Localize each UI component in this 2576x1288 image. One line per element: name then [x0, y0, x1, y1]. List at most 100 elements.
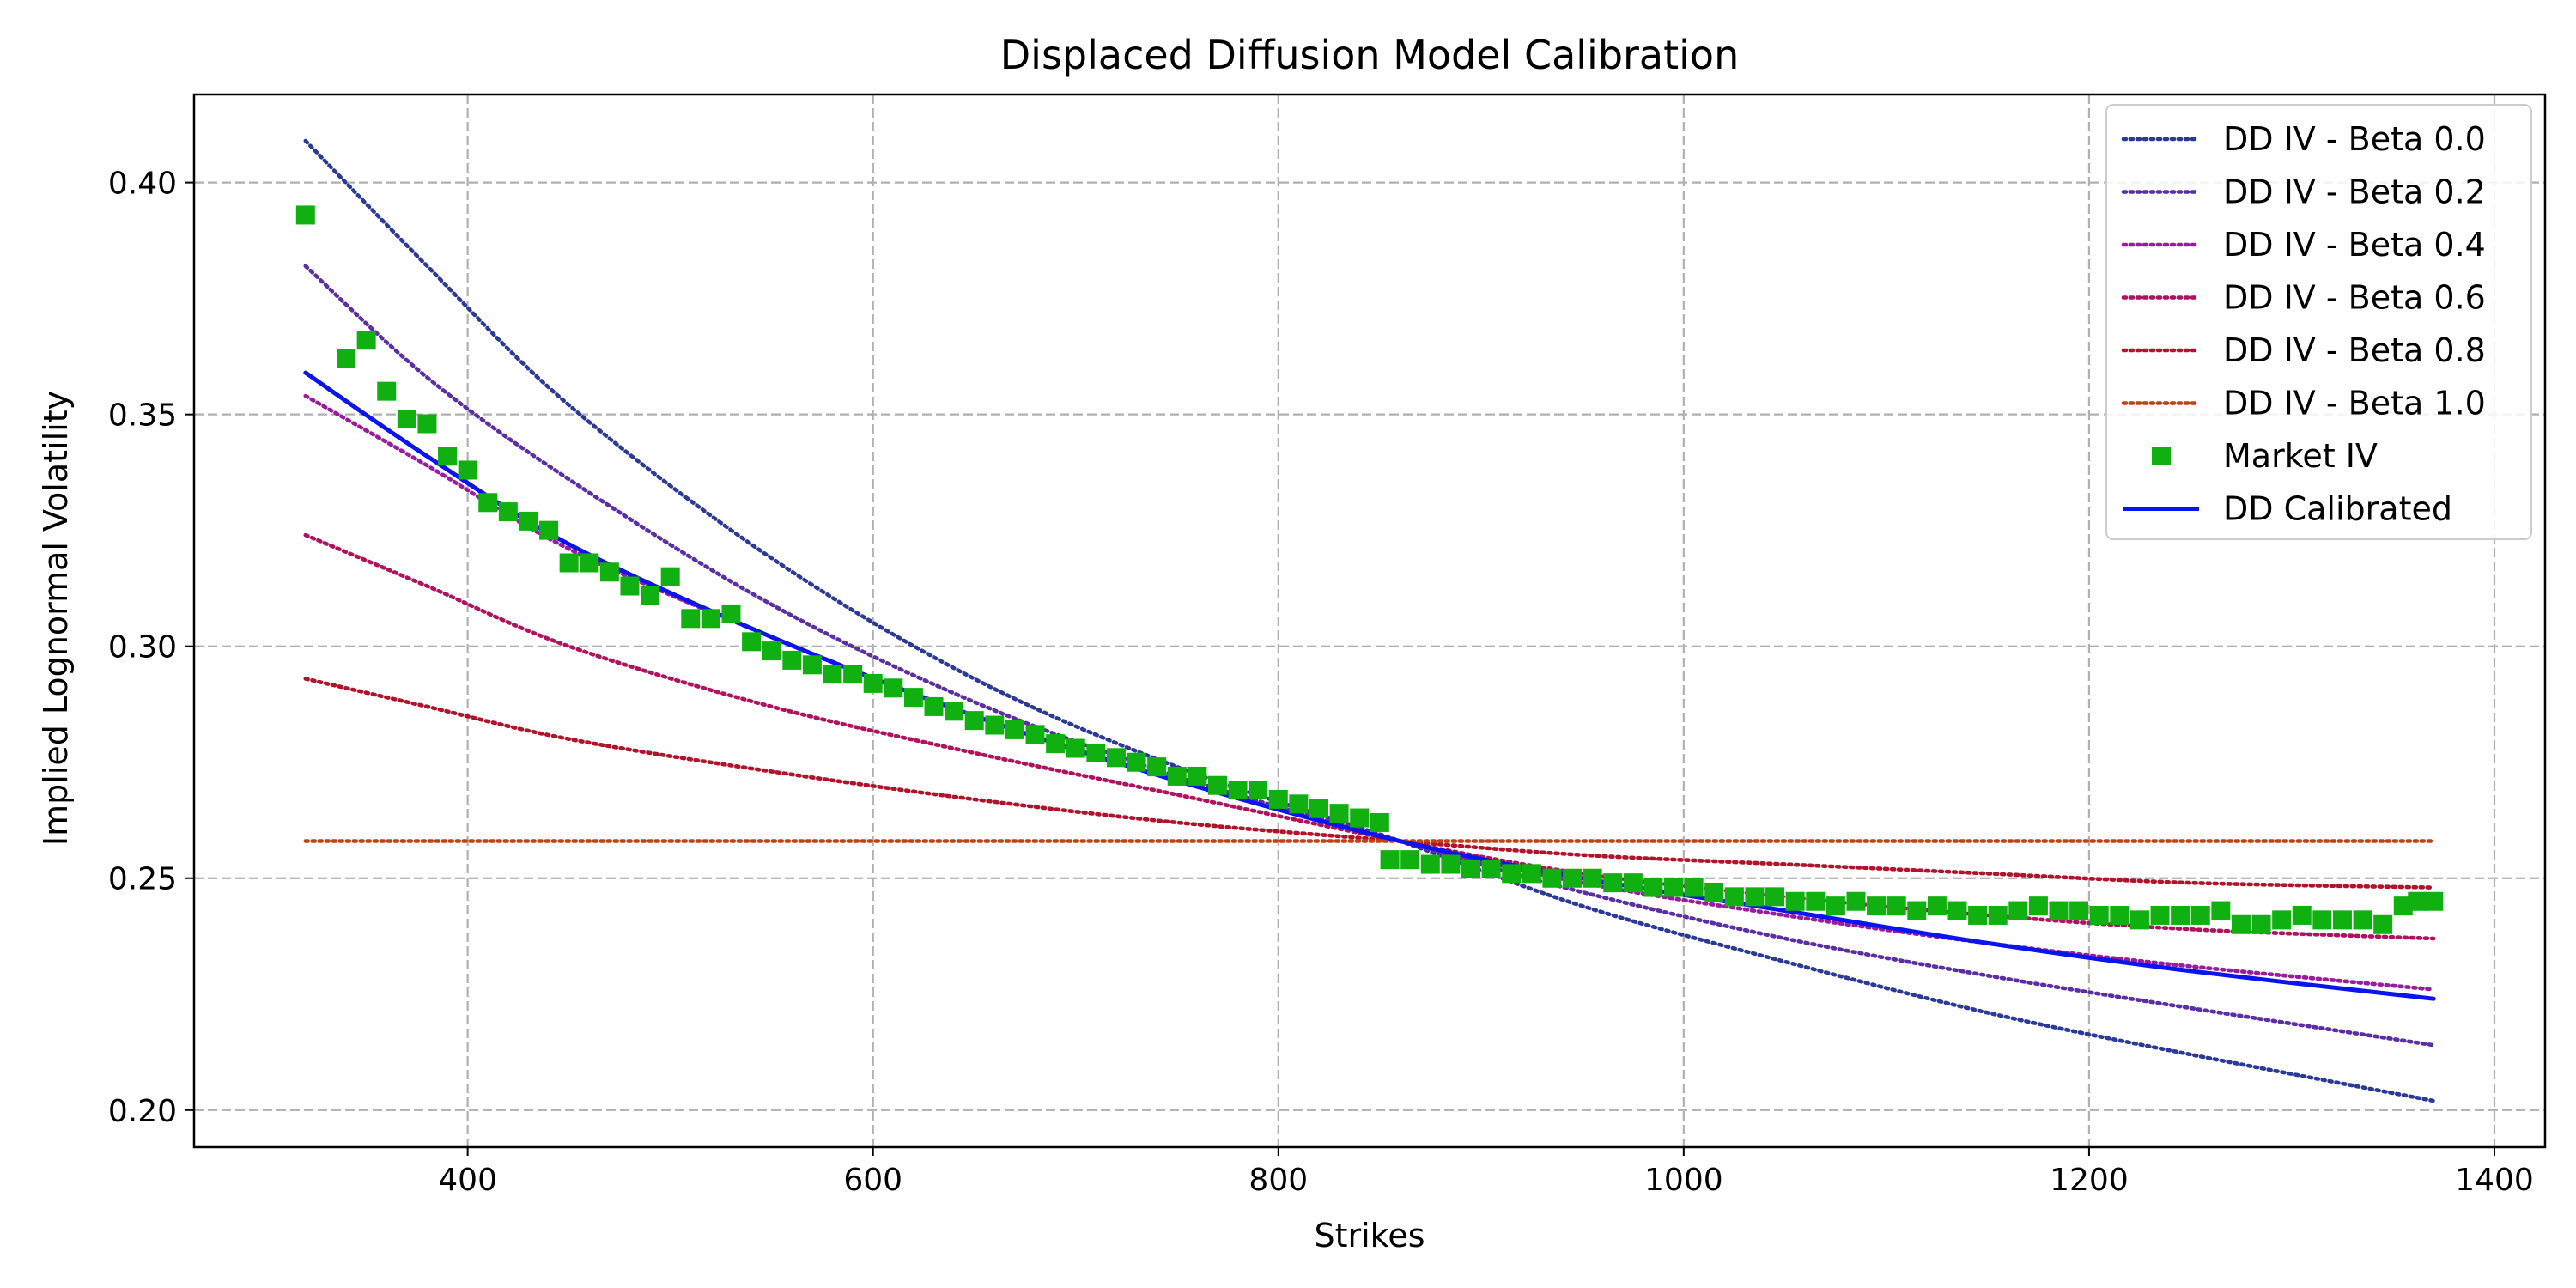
market-iv-point [1907, 901, 1927, 920]
x-tick-label: 800 [1249, 1163, 1308, 1198]
market-iv-point [458, 460, 477, 480]
market-iv-point [660, 567, 680, 586]
y-tick-label: 0.30 [108, 630, 177, 665]
market-iv-point [782, 650, 802, 670]
legend-label: DD IV - Beta 0.2 [2223, 173, 2486, 211]
market-iv-point [295, 205, 315, 225]
market-iv-point [884, 678, 903, 698]
market-iv-point [1886, 896, 1906, 916]
market-iv-point [1664, 878, 1684, 897]
market-iv-point [377, 381, 397, 401]
market-iv-point [964, 711, 984, 731]
market-iv-point [823, 665, 842, 684]
legend-label: DD Calibrated [2223, 490, 2452, 528]
market-iv-point [2332, 910, 2352, 930]
market-iv-point [1329, 804, 1349, 823]
market-iv-point [337, 349, 356, 368]
market-iv-point [1846, 891, 1866, 911]
y-tick-label: 0.20 [108, 1094, 177, 1129]
market-iv-point [620, 576, 640, 596]
x-tick-label: 1200 [2050, 1163, 2129, 1198]
axis-ticks: 400 600 800 1000 1200 1400 0.20 0.25 0.30 0.35 0.4… [108, 167, 2534, 1198]
market-iv-point [945, 702, 964, 721]
market-iv-point [1167, 766, 1187, 786]
market-iv-point [2292, 905, 2312, 925]
market-iv-point [1684, 878, 1704, 897]
y-axis-label: Implied Lognormal Volatility [37, 391, 75, 846]
market-iv-point [1968, 905, 1988, 925]
market-iv-point [1268, 789, 1288, 809]
market-iv-point [2171, 905, 2190, 925]
legend-label: DD IV - Beta 1.0 [2223, 385, 2486, 422]
market-iv-point [2393, 896, 2413, 916]
market-iv-point [1643, 878, 1663, 897]
market-iv-point [1765, 887, 1785, 907]
market-iv-point [1481, 859, 1501, 878]
market-iv-point [397, 410, 416, 429]
market-iv-point [1188, 766, 1207, 786]
market-iv-point [417, 414, 437, 434]
market-iv-point [641, 586, 660, 605]
y-tick-label: 0.35 [108, 398, 177, 434]
x-tick-label: 1400 [2455, 1163, 2534, 1198]
market-iv-point [1207, 775, 1227, 795]
market-iv-point [1461, 859, 1481, 878]
legend-label: DD IV - Beta 0.6 [2223, 279, 2486, 317]
market-iv-point [1066, 738, 1085, 758]
market-iv-point [1522, 864, 1541, 884]
market-iv-point [1623, 873, 1643, 893]
market-iv-point [1127, 752, 1146, 772]
market-iv-point [2312, 910, 2332, 930]
market-iv-point [1380, 850, 1400, 870]
market-iv-point [1502, 864, 1522, 884]
market-iv-point [1441, 854, 1461, 874]
market-iv-point [1867, 896, 1886, 916]
market-iv-point [1542, 868, 1562, 888]
market-iv-point [519, 511, 538, 531]
market-iv-point [2110, 905, 2129, 925]
market-iv-point [1289, 794, 1309, 814]
market-iv-point [2129, 910, 2149, 930]
market-iv-point [1785, 891, 1805, 911]
market-iv-point [1420, 854, 1440, 874]
market-iv-point [539, 520, 559, 540]
market-iv-point [2231, 914, 2251, 934]
market-iv-point [1370, 812, 1389, 832]
series-line-dd-calibrated [303, 370, 2436, 1001]
market-iv-point [2408, 891, 2427, 911]
market-iv-point [1704, 882, 1724, 902]
market-iv-point [1947, 901, 1967, 920]
market-iv-point [924, 696, 944, 716]
market-iv-point [762, 641, 781, 661]
market-iv-point [2008, 901, 2028, 920]
market-iv-point [1806, 891, 1826, 911]
market-iv-point [478, 493, 498, 513]
market-iv-point [681, 609, 701, 629]
market-iv-point [1826, 896, 1845, 916]
x-tick-label: 400 [438, 1163, 497, 1198]
legend-label: DD IV - Beta 0.0 [2223, 120, 2486, 158]
market-iv-point [742, 632, 762, 652]
market-iv-point [2373, 914, 2393, 934]
market-iv-point [559, 553, 579, 573]
market-iv-point [721, 604, 741, 623]
market-iv-point [1106, 748, 1126, 768]
chart-title: Displaced Diffusion Model Calibration [1000, 32, 1739, 78]
x-tick-label: 600 [843, 1163, 902, 1198]
market-iv-point [2353, 910, 2372, 930]
market-iv-point [1228, 781, 1248, 800]
y-tick-label: 0.40 [108, 167, 177, 202]
market-iv-point [1583, 868, 1602, 888]
legend-label: Market IV [2223, 437, 2378, 475]
market-iv-point [903, 688, 923, 708]
market-iv-point [1563, 868, 1583, 888]
market-iv-point [438, 447, 458, 466]
market-iv-point [498, 502, 518, 522]
legend-label: DD IV - Beta 0.4 [2223, 226, 2486, 264]
market-iv-point [1400, 850, 1420, 870]
x-axis-label: Strikes [1314, 1217, 1425, 1255]
market-iv-point [1249, 781, 1268, 800]
market-iv-point [701, 609, 720, 629]
series-line-dd-iv-beta-0-6 [303, 532, 2436, 941]
